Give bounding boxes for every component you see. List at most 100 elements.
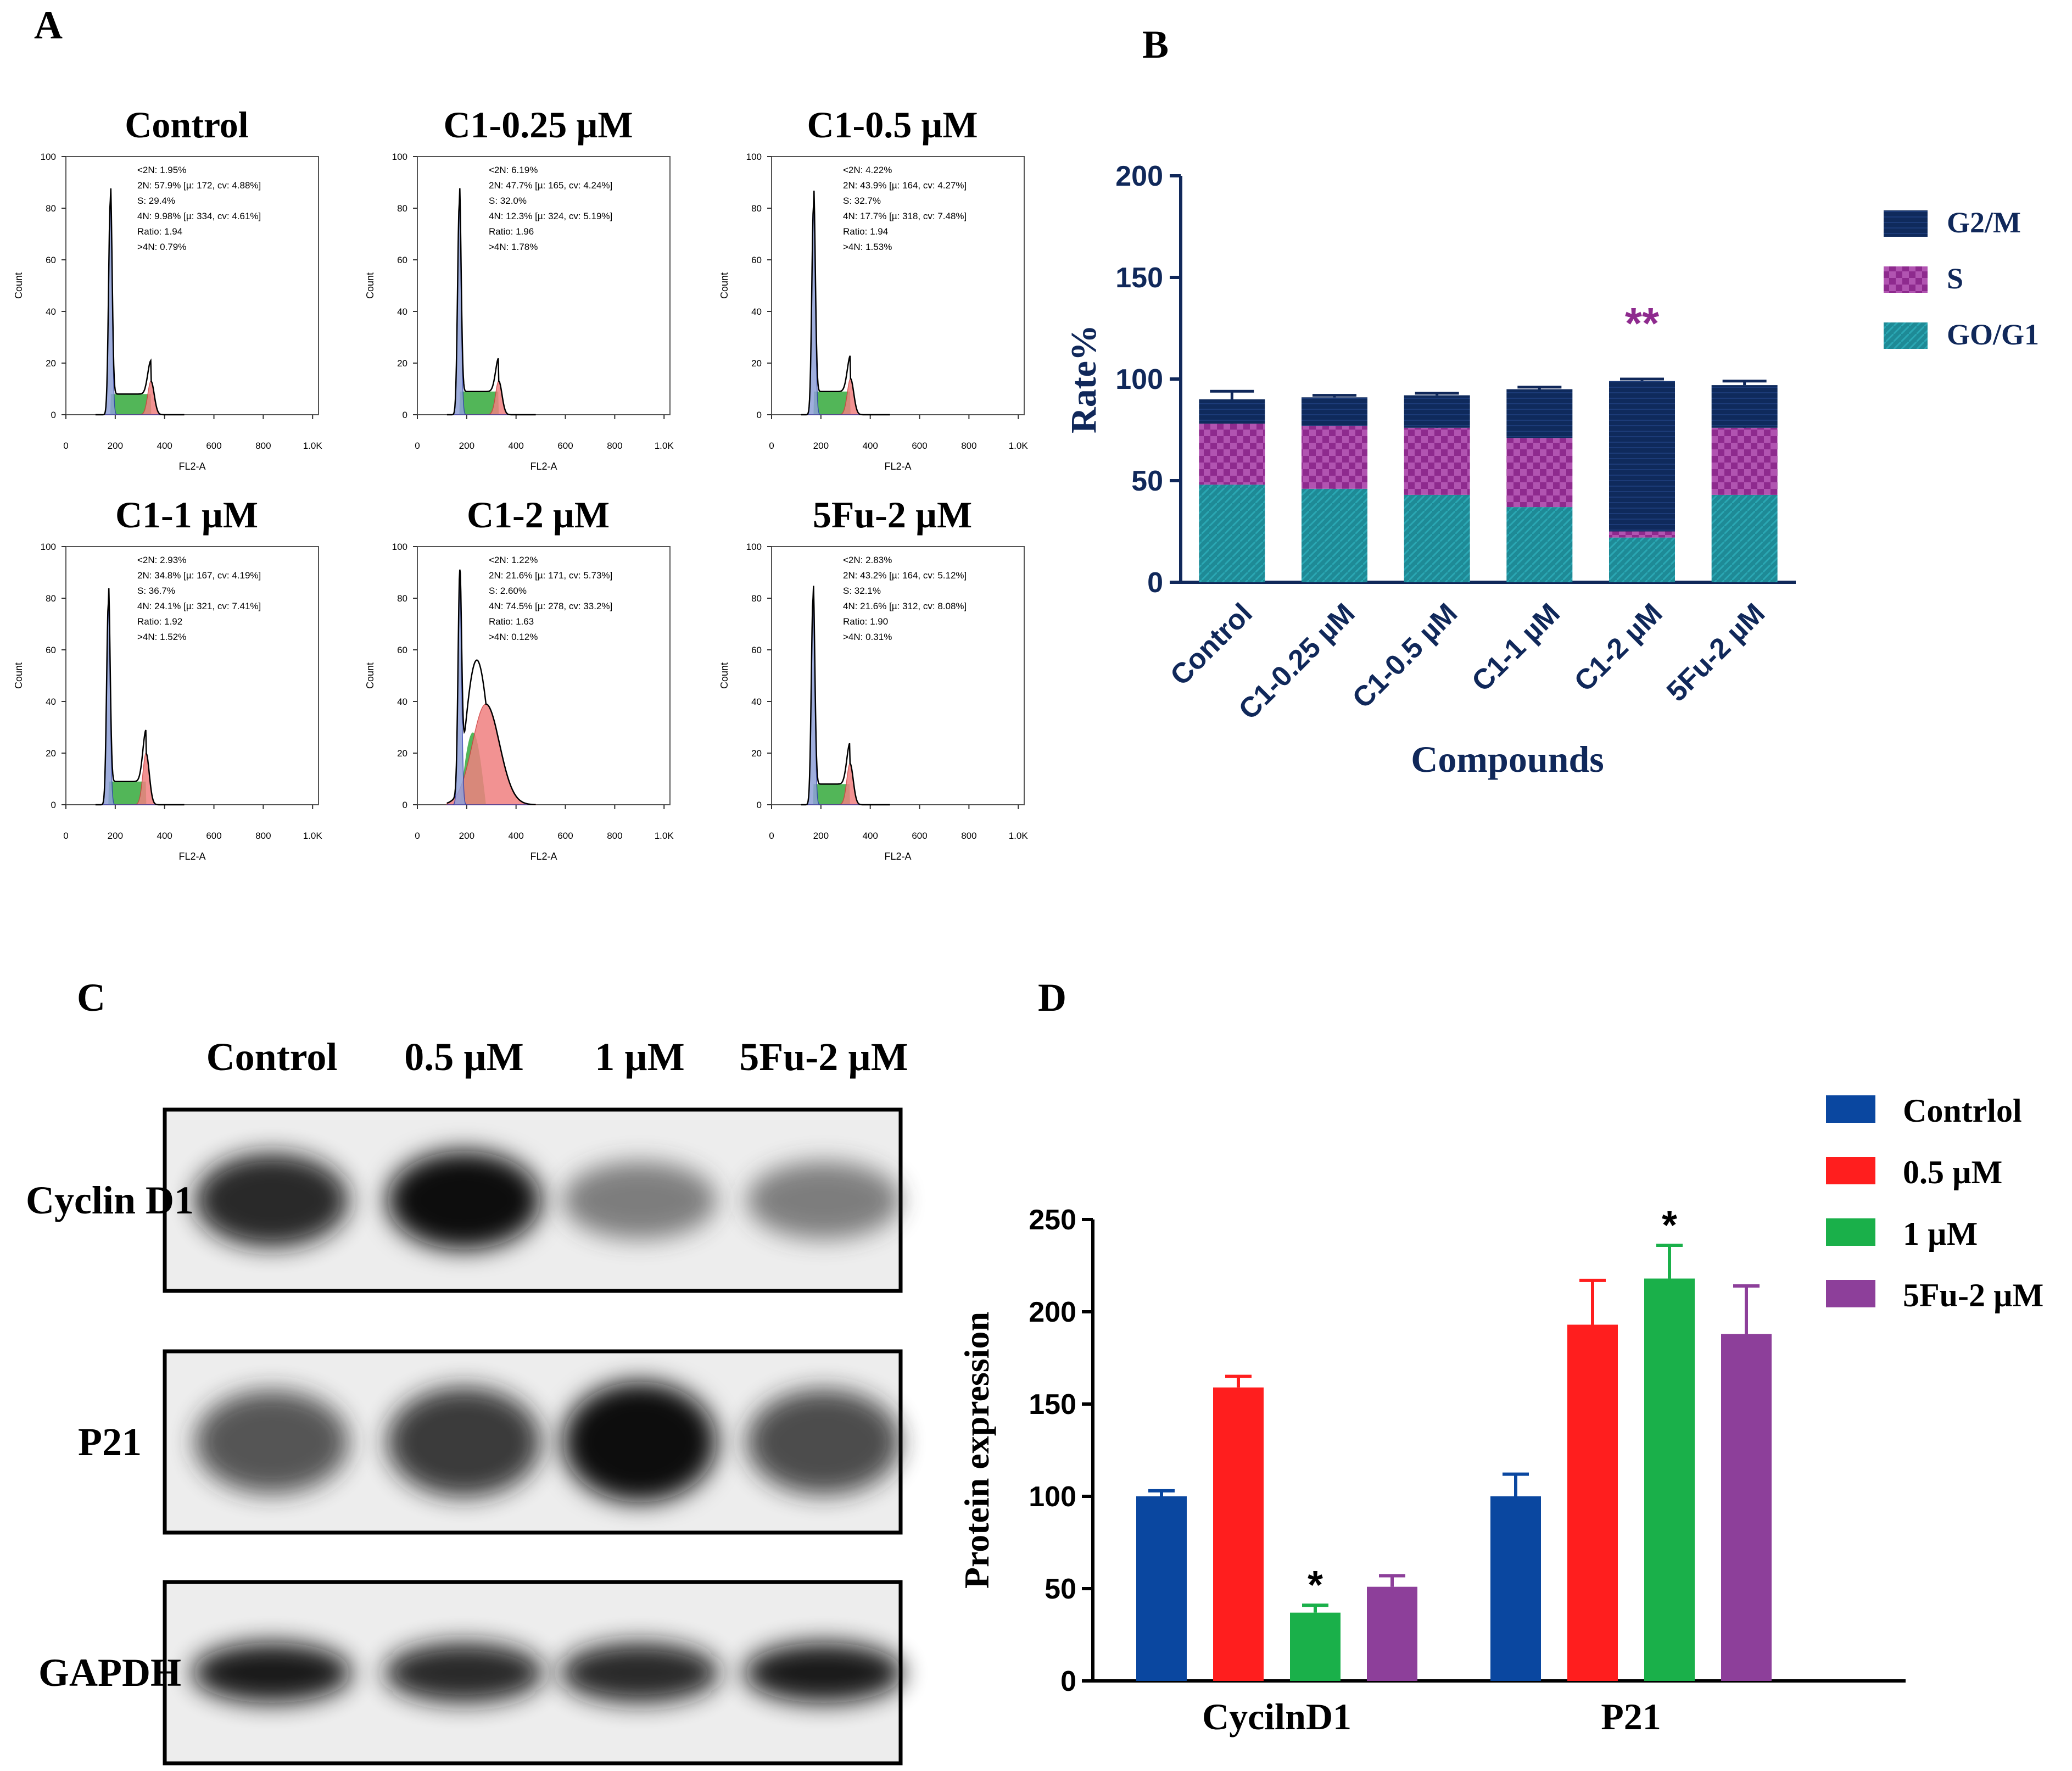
legend-swatch	[1884, 266, 1928, 293]
bar-segment	[1711, 494, 1778, 582]
histogram-stat: <2N: 2.93%	[137, 555, 186, 565]
legend-swatch	[1826, 1218, 1875, 1246]
blot-band	[192, 1642, 351, 1703]
blot-band	[747, 1389, 901, 1495]
y-axis-label: Count	[365, 272, 376, 299]
x-tick-label: 1.0K	[303, 831, 323, 841]
plot-frame	[65, 546, 319, 805]
y-tick-label: 80	[751, 203, 762, 214]
histogram-title: C1-0.25 µM	[443, 104, 633, 146]
histogram-stat: Ratio: 1.96	[489, 226, 534, 237]
sphase-area	[95, 781, 185, 805]
histogram-title: C1-2 µM	[467, 494, 610, 536]
x-axis-label: FL2-A	[530, 851, 557, 862]
y-tick-label: 50	[1045, 1573, 1076, 1605]
y-tick-label: 0	[403, 800, 407, 810]
legend-label: Contrlol	[1903, 1093, 2022, 1129]
y-tick-label: 60	[397, 255, 407, 265]
histogram-stat: 4N: 12.3% [µ: 324, cv: 5.19%]	[489, 211, 612, 221]
bar	[1644, 1278, 1695, 1681]
bar-segment	[1199, 484, 1265, 582]
x-tick-label: 5Fu-2 µM	[1661, 597, 1771, 708]
x-tick-label: 200	[459, 441, 474, 451]
x-tick-label: C1-0.5 µM	[1347, 597, 1464, 714]
y-tick-label: 60	[46, 255, 56, 265]
y-tick-label: 150	[1029, 1389, 1076, 1421]
sphase-area	[95, 394, 185, 415]
x-tick-label: 400	[509, 831, 524, 841]
y-axis-label: Count	[13, 272, 24, 299]
y-tick-label: 80	[46, 593, 56, 604]
y-tick-label: 40	[46, 307, 56, 317]
y-tick-label: 80	[751, 593, 762, 604]
histogram-stat: >4N: 0.31%	[843, 632, 892, 642]
x-tick-label: 0	[63, 831, 68, 841]
x-axis-label: FL2-A	[884, 461, 911, 472]
x-tick-label: 800	[961, 831, 976, 841]
x-tick-label: 0	[769, 441, 774, 451]
histogram-title: C1-1 µM	[115, 494, 258, 536]
x-tick-label: 400	[509, 441, 524, 451]
bar-segment	[1199, 399, 1265, 424]
y-tick-label: 50	[1131, 465, 1163, 497]
x-axis-label: FL2-A	[530, 461, 557, 472]
histogram-line	[446, 569, 536, 806]
y-tick-label: 60	[397, 645, 407, 655]
histogram-1: Control 0 20 40 60 80 100 0 200 400 600 800 1.0K FL2-…	[13, 104, 322, 472]
y-axis-label: Protein expression	[957, 1312, 996, 1589]
x-tick-label: 400	[157, 831, 172, 841]
histogram-stat: Ratio: 1.92	[137, 616, 182, 627]
legend-swatch	[1826, 1280, 1875, 1307]
histogram-stat: Ratio: 1.90	[843, 616, 888, 627]
blot-row-label: Cyclin D1	[26, 1178, 194, 1222]
bar-segment	[1302, 488, 1367, 582]
panel-label-a: A	[34, 3, 63, 47]
y-tick-label: 100	[746, 152, 762, 162]
histogram-6: 5Fu-2 µM 0 20 40 60 80 100 0 200 400 600 800 1.0K FL2…	[719, 494, 1028, 862]
x-tick-label: 200	[459, 831, 474, 841]
histogram-stat: >4N: 1.53%	[843, 242, 892, 252]
histogram-stat: <2N: 6.19%	[489, 165, 538, 175]
x-tick-label: 800	[607, 831, 622, 841]
bar-segment	[1302, 397, 1367, 426]
bar	[1136, 1496, 1187, 1681]
blot-band	[387, 1151, 541, 1250]
y-tick-label: 100	[392, 152, 407, 162]
y-tick-label: 20	[397, 358, 407, 369]
legend-label: 1 µM	[1903, 1216, 1978, 1252]
bar-segment	[1199, 424, 1265, 485]
y-tick-label: 60	[751, 645, 762, 655]
y-tick-label: 60	[751, 255, 762, 265]
y-tick-label: 60	[46, 645, 56, 655]
x-tick-label: 200	[813, 831, 829, 841]
legend-label: 5Fu-2 µM	[1903, 1277, 2043, 1313]
x-tick-label: 200	[813, 441, 829, 451]
histogram-title: Control	[125, 104, 248, 146]
x-tick-label: 1.0K	[1009, 831, 1029, 841]
histogram-stat: S: 32.7%	[843, 196, 881, 206]
plot-frame	[771, 156, 1025, 415]
blot-band	[195, 1390, 349, 1494]
y-tick-label: 40	[751, 697, 762, 707]
legend-label: G2/M	[1947, 206, 2021, 239]
bar-segment	[1506, 438, 1573, 508]
blot-row-label: GAPDH	[38, 1651, 181, 1695]
x-tick-label: 0	[63, 441, 68, 451]
y-tick-label: 200	[1029, 1296, 1076, 1328]
blot-band	[563, 1382, 717, 1502]
y-tick-label: 20	[751, 358, 762, 369]
legend-swatch	[1826, 1095, 1875, 1123]
plot-frame	[771, 546, 1025, 805]
blot-lane-label: 1 µM	[595, 1035, 684, 1079]
bar-segment	[1404, 494, 1470, 582]
histogram-stat: >4N: 1.52%	[137, 632, 186, 642]
x-tick-label: 400	[157, 441, 172, 451]
y-axis-label: Count	[365, 662, 376, 689]
x-tick-label: 0	[415, 441, 420, 451]
bar-segment	[1404, 427, 1470, 495]
bar	[1490, 1496, 1541, 1681]
legend-swatch	[1884, 210, 1928, 237]
y-tick-label: 40	[397, 307, 407, 317]
histogram-3: C1-0.5 µM 0 20 40 60 80 100 0 200 400 600 800 1.0K FL…	[719, 104, 1028, 472]
